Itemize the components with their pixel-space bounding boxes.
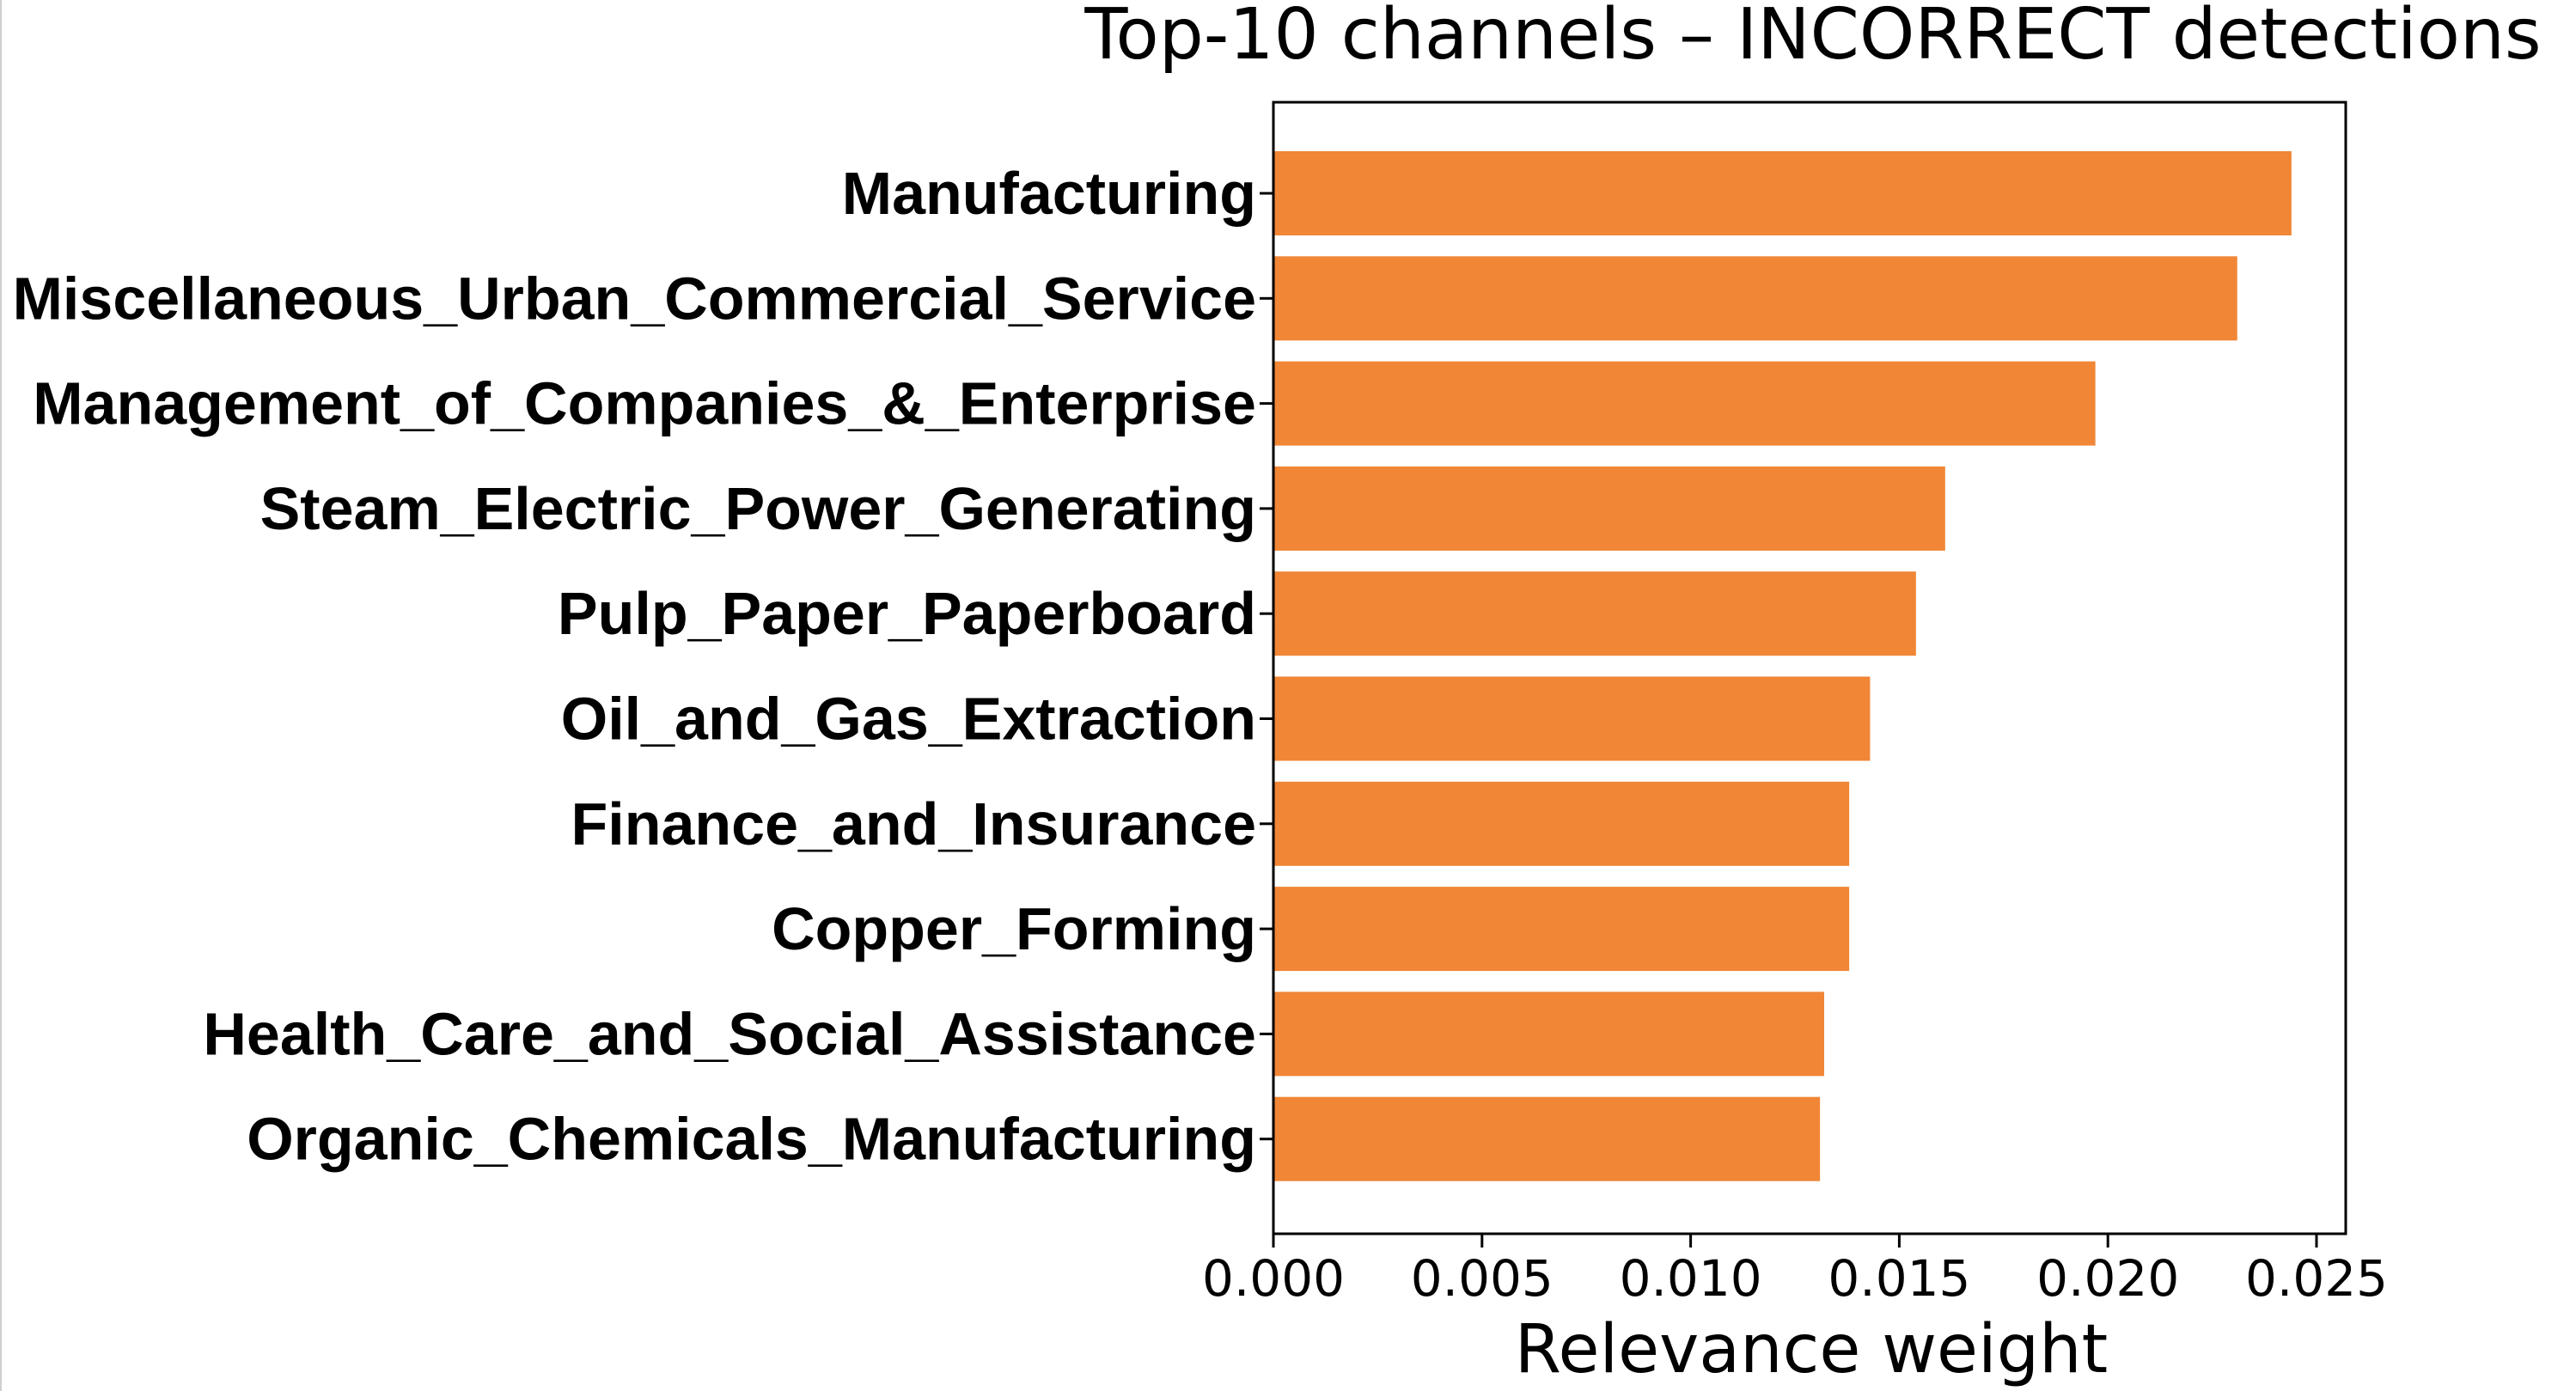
x-tick-label: 0.005 [1411, 1249, 1554, 1308]
x-tick-label: 0.020 [2036, 1249, 2179, 1308]
category-label: Manufacturing [842, 160, 1256, 227]
chart-title: Top-10 channels – INCORRECT detections [1084, 0, 2541, 76]
bar [1273, 466, 1945, 551]
bars-group [1273, 151, 2292, 1181]
category-label: Health_Care_and_Social_Assistance [203, 1000, 1256, 1067]
category-label: Copper_Forming [772, 895, 1256, 962]
category-label: Management_of_Companies_&_Enterprise [33, 370, 1256, 437]
x-tick-label: 0.025 [2245, 1249, 2388, 1308]
category-label: Organic_Chemicals_Manufacturing [247, 1106, 1256, 1173]
bar [1273, 991, 1824, 1077]
x-axis-label: Relevance weight [1515, 1311, 2108, 1388]
category-label: Steam_Electric_Power_Generating [260, 475, 1256, 542]
category-label: Pulp_Paper_Paperboard [558, 580, 1256, 647]
x-tick-label: 0.000 [1202, 1249, 1345, 1308]
category-label: Oil_and_Gas_Extraction [561, 686, 1256, 753]
category-label: Miscellaneous_Urban_Commercial_Service [13, 265, 1256, 332]
plot-frame [1272, 101, 2347, 1235]
bar [1273, 781, 1850, 866]
x-tick-label: 0.015 [1828, 1249, 1970, 1308]
bar [1273, 887, 1850, 972]
x-tick-label: 0.010 [1620, 1249, 1762, 1308]
bar [1273, 676, 1871, 761]
bar [1273, 151, 2292, 235]
left-edge-rule [0, 0, 2, 1391]
category-label: Finance_and_Insurance [571, 790, 1256, 857]
bar [1273, 1096, 1821, 1181]
bar [1273, 571, 1916, 656]
bar [1273, 361, 2096, 446]
y-axis-ticks: Manufacturing Miscellaneous_Urban_Commerc… [13, 160, 1273, 1173]
bar [1273, 256, 2237, 341]
x-axis-ticks: 0.000 0.005 0.010 0.015 0.020 0.025 [1202, 1234, 2388, 1308]
